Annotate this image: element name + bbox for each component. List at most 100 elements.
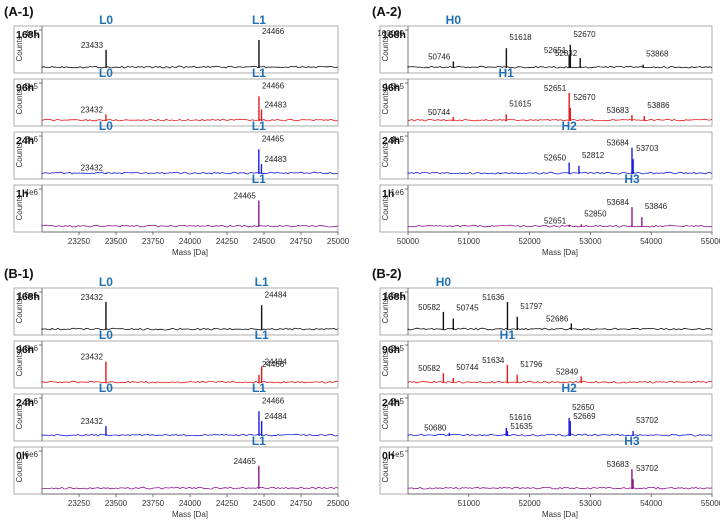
y-max-label: 2e5 — [391, 344, 405, 353]
x-tick-label: 23500 — [105, 499, 128, 508]
y-axis-title: Counts — [381, 142, 390, 167]
peak-label: 50744 — [456, 363, 479, 372]
y-max-label: 2e6 — [25, 397, 39, 406]
peak-label: 53702 — [636, 416, 659, 425]
peak-label: 50744 — [428, 108, 451, 117]
x-tick-label: 24000 — [179, 499, 202, 508]
y-axis-title: Counts — [15, 404, 24, 429]
panel-label: (A-2) — [372, 4, 402, 19]
peak-label: 24466 — [262, 81, 285, 90]
peak-label: 51636 — [482, 293, 505, 302]
panel-label: (A-1) — [4, 4, 34, 19]
x-tick-label: 54000 — [640, 237, 663, 246]
chain-label-h1: H1 — [500, 328, 516, 342]
row-frame — [379, 340, 713, 389]
row-frame — [13, 340, 339, 389]
y-max-label: 1e6 — [391, 188, 405, 197]
peak-label: 52670 — [573, 30, 596, 39]
x-tick-label: 55000 — [701, 499, 720, 508]
baseline-trace — [41, 433, 339, 437]
peak-label: 50680 — [424, 424, 447, 433]
time-label: 168h — [382, 291, 406, 303]
row-frame — [13, 25, 339, 74]
y-axis-title: Counts — [15, 457, 24, 482]
x-tick-label: 25000 — [327, 499, 350, 508]
y-axis-title: Counts — [15, 36, 24, 61]
peak-label: 53684 — [607, 139, 630, 148]
baseline-trace — [407, 224, 713, 228]
row-frame — [379, 287, 713, 336]
baseline-trace — [41, 327, 339, 331]
time-label: 24h — [16, 397, 34, 409]
y-max-label: 1.5e6 — [18, 344, 39, 353]
panel-a-2: (A-2)100000Counts168h5074651618526515267… — [372, 4, 720, 257]
chain-label-l0: L0 — [99, 275, 113, 289]
y-max-label: 100000 — [377, 29, 404, 38]
peak-label: 51618 — [509, 33, 532, 42]
time-label: 24h — [382, 397, 400, 409]
time-label: 96h — [16, 344, 34, 356]
x-tick-label: 24750 — [290, 499, 313, 508]
peak-label: 24465 — [234, 457, 257, 466]
y-max-label: 4e6 — [25, 188, 39, 197]
baseline-trace — [41, 65, 339, 69]
peak-label: 23432 — [81, 353, 104, 362]
x-tick-label: 51000 — [458, 499, 481, 508]
baseline-trace — [41, 486, 339, 490]
x-tick-label: 54000 — [640, 499, 663, 508]
peak-label: 24484 — [265, 290, 288, 299]
x-tick-label: 53000 — [579, 237, 602, 246]
peak-label: 52832 — [555, 49, 578, 58]
y-max-label: 6e6 — [25, 450, 39, 459]
time-label: 96h — [16, 82, 34, 94]
time-label: 168h — [16, 291, 40, 303]
x-tick-label: 23750 — [142, 237, 165, 246]
x-axis-title: Mass [Da] — [172, 510, 208, 519]
peak-label: 52651 — [544, 84, 567, 93]
y-max-label: 2e5 — [391, 397, 405, 406]
x-axis-title: Mass [Da] — [172, 248, 208, 257]
y-axis-title: Counts — [15, 195, 24, 220]
baseline-trace — [41, 171, 339, 175]
y-axis-title: Counts — [381, 36, 390, 61]
x-axis-title: Mass [Da] — [542, 248, 578, 257]
chain-label-h0: H0 — [436, 275, 452, 289]
time-label: 24h — [382, 135, 400, 147]
peak-label: 51616 — [509, 413, 532, 422]
peak-label: 51635 — [510, 422, 533, 431]
baseline-trace — [407, 380, 713, 384]
chain-label-h3: H3 — [624, 434, 640, 448]
baseline-trace — [407, 171, 713, 175]
x-tick-label: 52000 — [518, 237, 541, 246]
peak-label: 52650 — [572, 403, 595, 412]
x-tick-label: 23750 — [142, 499, 165, 508]
peak-label: 23432 — [81, 164, 104, 173]
time-label: 0h — [16, 450, 28, 462]
time-label: 168h — [16, 29, 40, 41]
peak-label: 52850 — [584, 209, 607, 218]
chain-label-l1: L1 — [252, 172, 266, 186]
baseline-trace — [407, 65, 713, 69]
chain-label-l0: L0 — [99, 119, 113, 133]
baseline-trace — [407, 486, 713, 490]
chain-label-l0: L0 — [99, 381, 113, 395]
x-tick-label: 50000 — [397, 237, 420, 246]
y-max-label: 4e5 — [391, 135, 405, 144]
x-tick-label: 51000 — [458, 237, 481, 246]
y-axis-title: Counts — [15, 298, 24, 323]
row-frame — [13, 393, 339, 442]
x-tick-label: 24250 — [216, 499, 239, 508]
y-axis-title: Counts — [381, 457, 390, 482]
time-label: 24h — [16, 135, 34, 147]
chain-label-l1: L1 — [255, 275, 269, 289]
